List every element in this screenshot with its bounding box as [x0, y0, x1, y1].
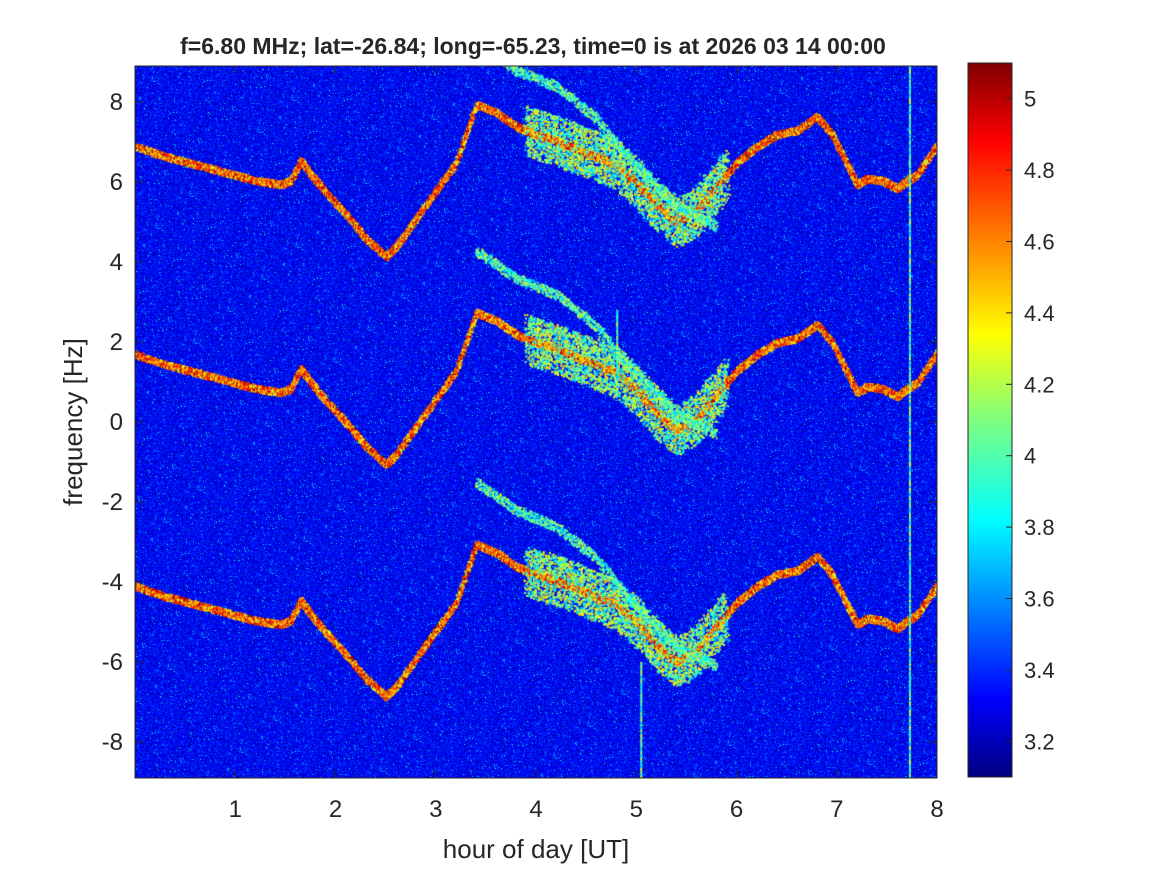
y-axis-label: frequency [Hz]: [58, 338, 88, 506]
y-axis: 8 6 4 2 0 -2 -4 -6 -8: [102, 89, 937, 756]
y-tick-label: -2: [102, 489, 123, 516]
x-tick-label: 8: [930, 796, 943, 823]
chart-title: f=6.80 MHz; lat=-26.84; long=-65.23, tim…: [180, 33, 886, 59]
y-tick-label: -4: [102, 569, 123, 596]
y-tick-label: 6: [110, 169, 123, 196]
colorbar-ticks: 5 4.8 4.6 4.4 4.2 4 3.8 3.6 3.4 3.2: [1006, 87, 1055, 754]
y-tick-label: -8: [102, 729, 123, 756]
spectrogram-image: [135, 66, 937, 778]
x-axis-label: hour of day [UT]: [443, 834, 629, 864]
colorbar-tick-label: 3.2: [1024, 729, 1055, 754]
x-tick-label: 6: [730, 796, 743, 823]
colorbar: [967, 62, 1013, 778]
y-tick-label: 4: [110, 249, 123, 276]
y-tick-label: 0: [110, 409, 123, 436]
y-tick-label: -6: [102, 649, 123, 676]
colorbar-tick-label: 4.2: [1024, 372, 1055, 397]
x-tick-label: 5: [630, 796, 643, 823]
x-tick-label: 3: [429, 796, 442, 823]
x-tick-label: 1: [229, 796, 242, 823]
y-tick-label: 8: [110, 89, 123, 116]
colorbar-tick-label: 3.6: [1024, 587, 1055, 612]
colorbar-tick-label: 4.4: [1024, 301, 1055, 326]
colorbar-tick-label: 3.4: [1024, 658, 1055, 683]
colorbar-tick-label: 4.8: [1024, 158, 1055, 183]
colorbar-tick-label: 4.6: [1024, 230, 1055, 255]
x-tick-label: 4: [529, 796, 542, 823]
x-tick-label: 2: [329, 796, 342, 823]
colorbar-tick-label: 3.8: [1024, 515, 1055, 540]
x-axis: 1 2 3 4 5 6 7 8: [229, 66, 944, 823]
y-tick-label: 2: [110, 329, 123, 356]
x-tick-label: 7: [830, 796, 843, 823]
colorbar-tick-label: 4: [1024, 444, 1036, 469]
colorbar-tick-label: 5: [1024, 87, 1036, 112]
plot-area: [135, 66, 937, 778]
